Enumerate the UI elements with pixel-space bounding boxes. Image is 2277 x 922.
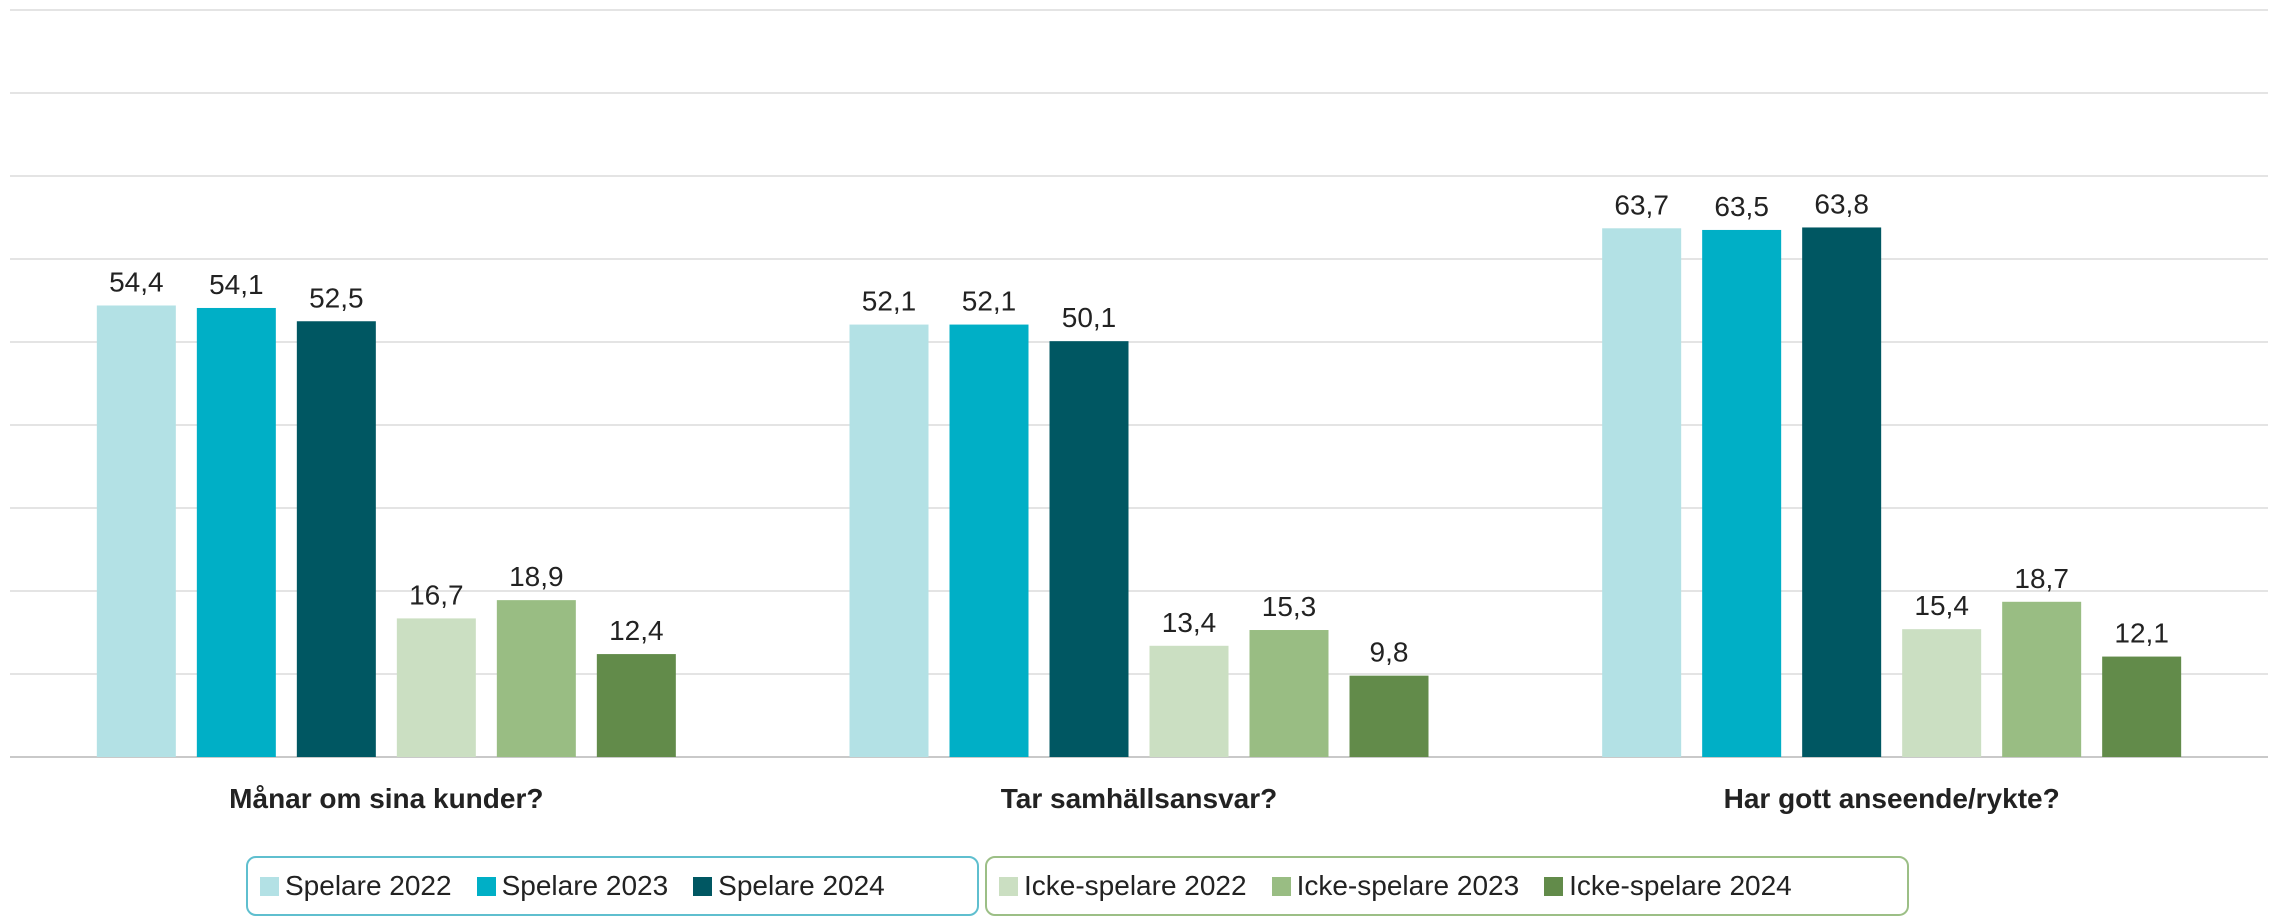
value-label: 9,8 — [1370, 637, 1409, 668]
category-labels: Månar om sina kunder? Tar samhällsansvar?… — [229, 783, 2060, 814]
value-label: 15,4 — [1914, 590, 1969, 621]
bar — [1149, 645, 1229, 757]
bar — [596, 654, 676, 757]
category-label: Har gott anseende/rykte? — [1724, 783, 2060, 814]
value-labels: 54,4 54,1 52,5 16,7 18,9 12,4 52,1 52,1 50,1 13,4… — [109, 188, 2169, 667]
value-label: 63,5 — [1714, 191, 1769, 222]
legend-label: Icke-spelare 2022 — [1024, 870, 1247, 901]
bar — [2002, 601, 2082, 757]
bar — [1802, 227, 1882, 757]
legend-label: Spelare 2024 — [718, 870, 885, 901]
value-label: 18,9 — [509, 561, 564, 592]
value-label: 54,1 — [209, 269, 264, 300]
value-label: 54,4 — [109, 266, 164, 297]
legend-swatch — [999, 876, 1018, 896]
value-label: 12,1 — [2114, 618, 2169, 649]
value-label: 15,3 — [1262, 591, 1317, 622]
legend-item: Spelare 2023 — [476, 870, 669, 902]
value-label: 63,7 — [1614, 189, 1669, 220]
legend-label: Icke-spelare 2024 — [1569, 870, 1792, 901]
bar — [1602, 228, 1682, 758]
category-label: Tar samhällsansvar? — [1001, 783, 1278, 814]
value-label: 52,5 — [309, 282, 364, 313]
bar — [949, 324, 1029, 757]
legend-label: Spelare 2023 — [501, 870, 669, 901]
bar — [1249, 630, 1329, 757]
bar — [1349, 675, 1429, 757]
bar — [396, 618, 476, 757]
value-label: 63,8 — [1814, 188, 1869, 219]
bar — [849, 324, 929, 757]
bars — [96, 227, 2182, 758]
legend-swatch — [1544, 876, 1564, 896]
bar — [296, 321, 376, 757]
bar — [96, 305, 176, 757]
legend-group-icke-spelare: Icke-spelare 2022 Icke-spelare 2023 Icke… — [985, 856, 1909, 916]
category-label: Månar om sina kunder? — [229, 783, 543, 814]
value-label: 52,1 — [962, 286, 1017, 317]
value-label: 13,4 — [1162, 607, 1217, 638]
bar — [496, 600, 576, 757]
bar — [196, 307, 276, 757]
legend-group-spelare: Spelare 2022 Spelare 2023 Spelare 2024 — [246, 856, 979, 916]
legend-item: Icke-spelare 2023 — [1271, 870, 1520, 902]
legend-item: Icke-spelare 2022 — [999, 870, 1247, 902]
bar — [1702, 229, 1782, 757]
value-label: 16,7 — [409, 579, 464, 610]
legend-label: Spelare 2022 — [285, 870, 452, 901]
bar — [2102, 656, 2182, 757]
legend-swatch — [476, 876, 496, 896]
legend-label: Icke-spelare 2023 — [1296, 870, 1520, 901]
legend-swatch — [693, 876, 713, 896]
gridlines — [10, 9, 2268, 758]
legend-item: Spelare 2024 — [693, 870, 885, 902]
legend-item: Icke-spelare 2024 — [1544, 870, 1792, 902]
value-label: 18,7 — [2014, 563, 2069, 594]
bar-chart: 54,4 54,1 52,5 16,7 18,9 12,4 52,1 52,1 50,1 13,4… — [10, 9, 2268, 814]
bar — [1049, 341, 1129, 757]
legend-swatch — [260, 876, 279, 896]
legend-swatch — [1271, 876, 1291, 896]
legend-item: Spelare 2022 — [260, 870, 452, 902]
bar — [1902, 629, 1982, 757]
value-label: 12,4 — [609, 615, 664, 646]
value-label: 52,1 — [862, 286, 917, 317]
value-label: 50,1 — [1062, 302, 1117, 333]
